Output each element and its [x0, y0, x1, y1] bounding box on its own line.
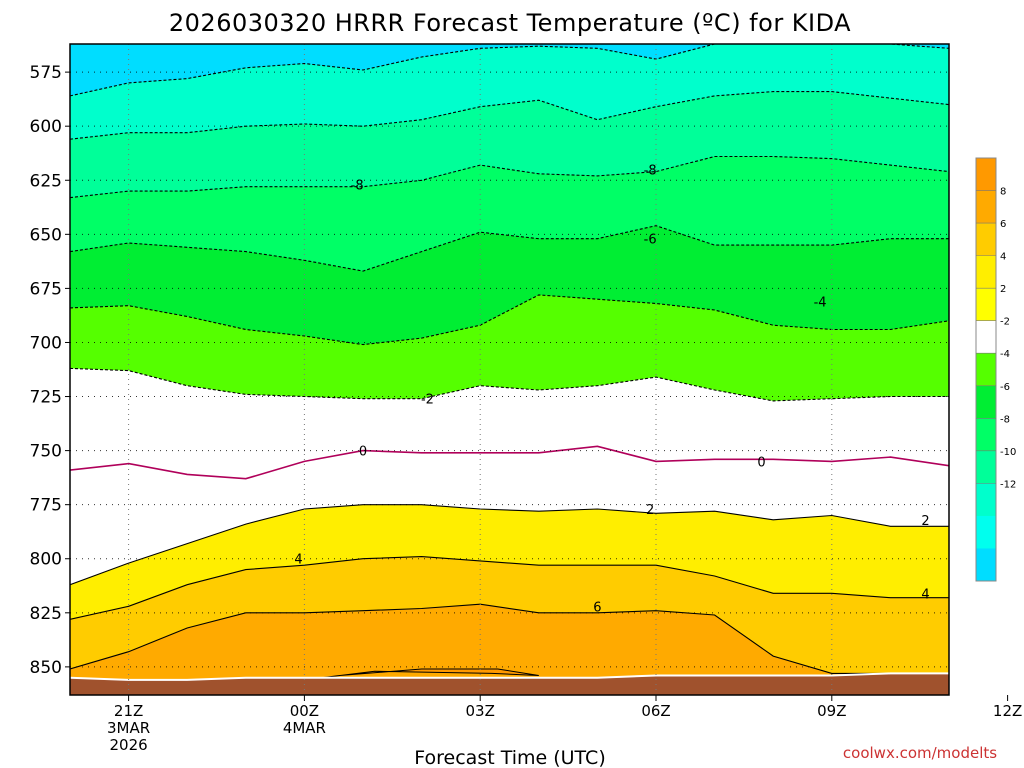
y-tick-label: 700 — [30, 333, 62, 353]
colorbar-segment — [976, 385, 996, 419]
x-axis-label: Forecast Time (UTC) — [414, 747, 605, 768]
colorbar-label: 8 — [1000, 187, 1006, 198]
contour-label: 6 — [593, 600, 601, 615]
x-tick-label: 03Z — [466, 702, 495, 720]
colorbar-label: -4 — [1000, 349, 1010, 360]
colorbar-segment — [976, 288, 996, 322]
y-tick-label: 625 — [30, 171, 62, 191]
x-tick-label: 4MAR — [283, 719, 326, 737]
colorbar-label: -12 — [1000, 479, 1016, 490]
colorbar-segment — [976, 548, 996, 582]
colorbar-label: 4 — [1000, 252, 1006, 263]
colorbar-label: -6 — [1000, 382, 1010, 393]
contour-label: 2 — [921, 514, 929, 529]
colorbar-segment — [976, 353, 996, 387]
contour-line--8 — [70, 155, 949, 199]
colorbar-label: -2 — [1000, 317, 1010, 328]
x-tick-label: 09Z — [817, 702, 846, 720]
x-tick-label: 2026 — [110, 736, 148, 754]
contour-label: -8 — [644, 163, 657, 178]
colorbar-segment — [976, 483, 996, 517]
credit-text: coolwx.com/modelts — [843, 744, 997, 762]
contour-line--4 — [70, 294, 949, 346]
ground-edge — [70, 672, 949, 681]
colorbar-segment — [976, 223, 996, 257]
y-tick-label: 800 — [30, 550, 62, 570]
contour-line-0 — [70, 445, 949, 480]
contour-label: 2 — [646, 503, 654, 518]
x-tick-label: 3MAR — [107, 719, 150, 737]
y-tick-label: 675 — [30, 279, 62, 299]
fill-band-6 — [70, 604, 949, 695]
colorbar-label: 6 — [1000, 219, 1006, 230]
y-tick-label: 825 — [30, 604, 62, 624]
x-tick-label: 06Z — [641, 702, 670, 720]
y-tick-label: 750 — [30, 442, 62, 462]
contour-line-4 — [70, 556, 949, 620]
contour-line-6 — [70, 603, 949, 674]
x-tick-label: 00Z — [290, 702, 319, 720]
plot-area: -8 -8 -6 -4 -2 0 0 2 2 4 4 6 — [70, 44, 949, 695]
colorbar-segment — [976, 320, 996, 354]
axes: 57560062565067570072575077580082585021Z3… — [30, 43, 1022, 754]
x-tick-label: 12Z — [993, 702, 1022, 720]
y-tick-label: 600 — [30, 117, 62, 137]
contour-line-2 — [70, 504, 949, 586]
contour-line--10 — [70, 91, 949, 140]
y-tick-label: 725 — [30, 388, 62, 408]
contour-label: 0 — [359, 445, 367, 460]
colorbar-label: 2 — [1000, 284, 1006, 295]
contour-label: -6 — [644, 233, 657, 248]
colorbar-segment — [976, 515, 996, 549]
ground-surface — [70, 673, 949, 695]
contour-label: 4 — [294, 553, 302, 568]
x-tick-label: 21Z — [114, 702, 143, 720]
y-tick-label: 575 — [30, 63, 62, 83]
colorbar-segment — [976, 450, 996, 484]
contour-label: -8 — [351, 179, 364, 194]
colorbar-segment — [976, 158, 996, 192]
contour-label: -4 — [814, 295, 827, 310]
contour-label: 0 — [757, 455, 765, 470]
plot-content: -8 -8 -6 -4 -2 0 0 2 2 4 4 6 — [70, 44, 949, 695]
colorbar-segment — [976, 418, 996, 452]
contour-label: 4 — [921, 587, 929, 602]
colorbar-segment — [976, 190, 996, 224]
colorbar-frame — [975, 157, 997, 582]
contour-label: -2 — [421, 393, 434, 408]
y-tick-label: 775 — [30, 496, 62, 516]
colorbar: 8 6 4 2 -2 -4 -6 -8 -10 -12 — [975, 157, 1016, 582]
contour-line--6 — [70, 225, 949, 272]
warm-core-region — [304, 668, 539, 681]
chart-title: 2026030320 HRRR Forecast Temperature (ºC… — [169, 9, 851, 37]
y-tick-label: 650 — [30, 225, 62, 245]
plot-frame — [69, 43, 950, 696]
colorbar-segment — [976, 255, 996, 289]
colorbar-label: -8 — [1000, 414, 1010, 425]
y-tick-label: 850 — [30, 658, 62, 678]
colorbar-label: -10 — [1000, 447, 1016, 458]
